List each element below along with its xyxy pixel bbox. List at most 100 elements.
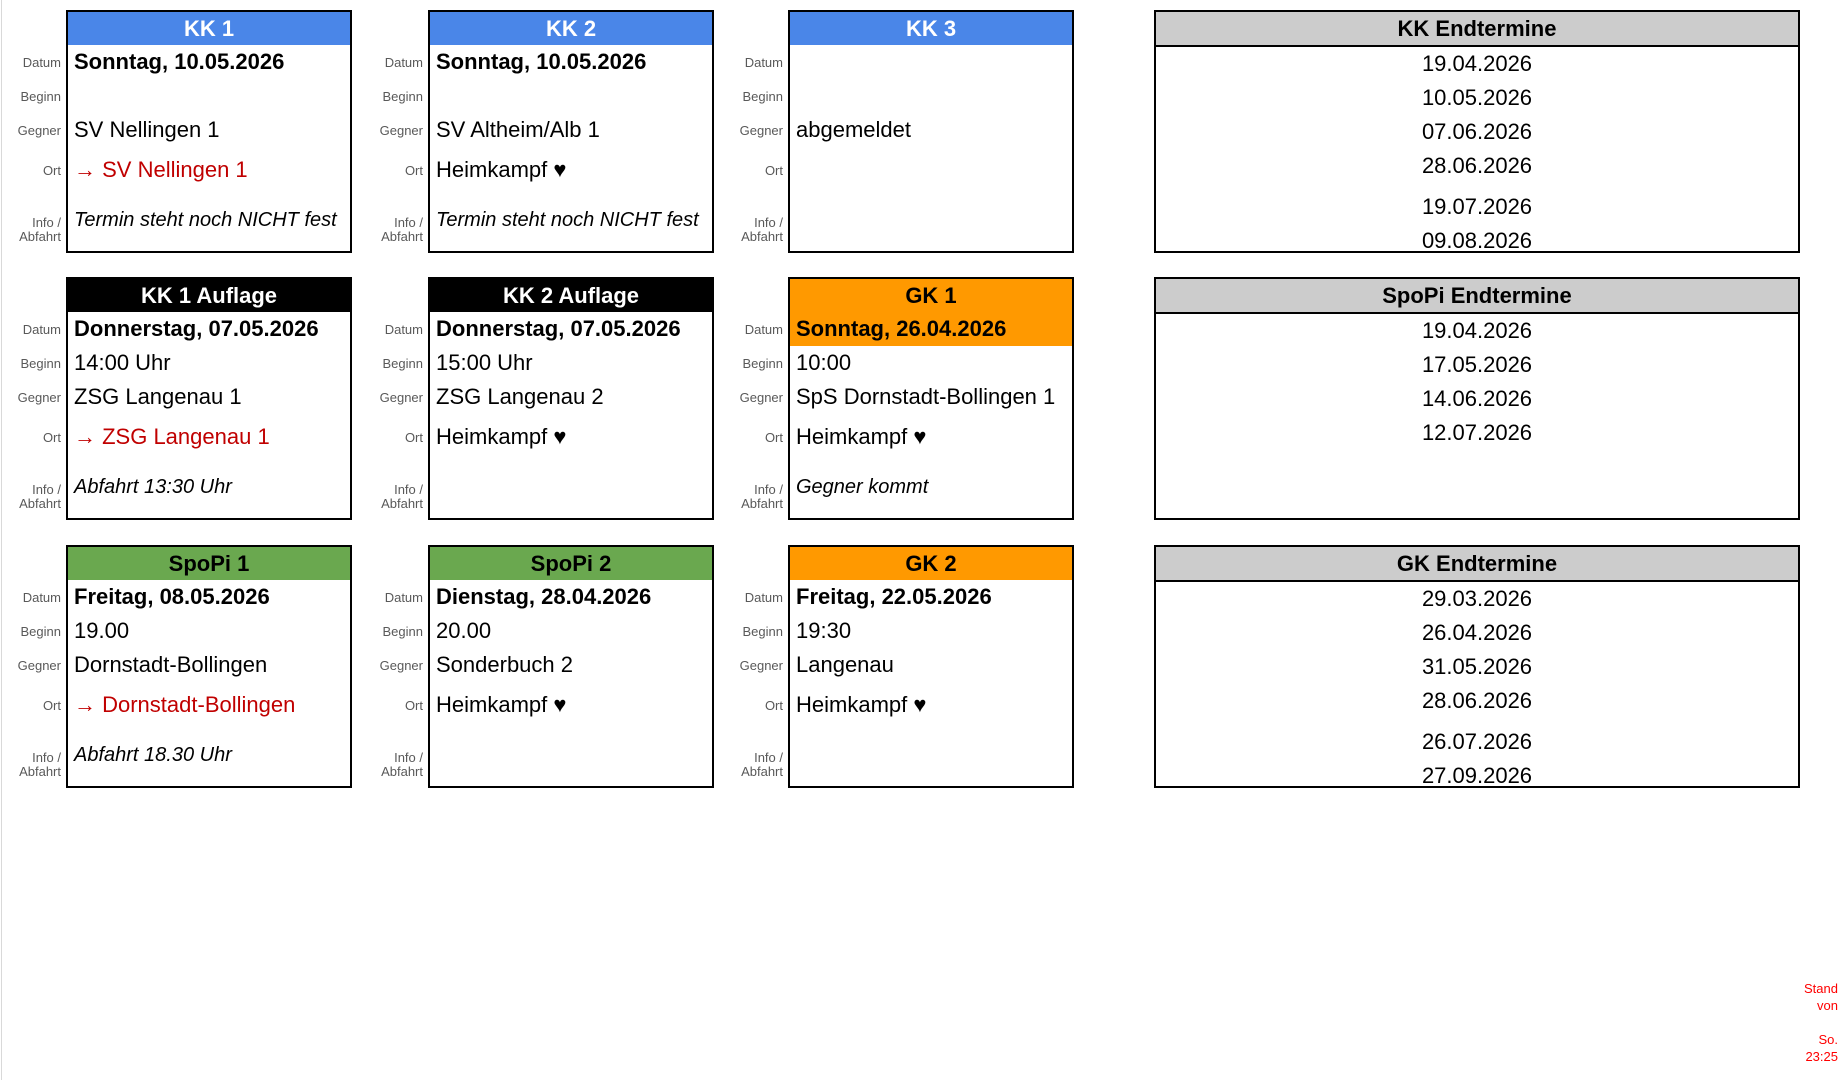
row-label-info-line1: Info /	[394, 215, 423, 230]
stand-note-line	[1768, 1014, 1838, 1031]
row-label-ort: Ort	[404, 162, 423, 178]
endtermine-date: 19.07.2026	[1421, 194, 1533, 219]
endtermine-title: SpoPi Endtermine	[1156, 279, 1798, 314]
info-abfahrt-value: Termin steht noch NICHT fest	[436, 209, 699, 231]
endtermine-date: 10.05.2026	[1421, 85, 1533, 110]
row-labels: Datum Beginn Gegner Ort Info / Abfahrt	[366, 277, 428, 520]
gegner-value: Sonderbuch 2	[436, 652, 573, 677]
row-label-info-line1: Info /	[32, 215, 61, 230]
row-label-info-line2: Abfahrt	[741, 229, 783, 244]
card-title: GK 1	[790, 279, 1072, 312]
endtermine-title: GK Endtermine	[1156, 547, 1798, 582]
row-label-gegner: Gegner	[739, 122, 783, 138]
card-title: SpoPi 1	[68, 547, 350, 580]
info-abfahrt-value: Abfahrt 18.30 Uhr	[74, 744, 232, 766]
card-unit-kk-2: Datum Beginn Gegner Ort Info / Abfahrt KK 2 Son…	[366, 10, 714, 253]
stand-note-line: von	[1817, 998, 1838, 1013]
datum-value	[790, 45, 1072, 79]
row-label-info-abfahrt: Info / Abfahrt	[726, 483, 788, 520]
row-label-datum: Datum	[22, 321, 61, 337]
info-abfahrt-value: Termin steht noch NICHT fest	[74, 209, 337, 231]
row-label-info-line1: Info /	[32, 750, 61, 765]
card-unit-gk-1: Datum Beginn Gegner Ort Info / Abfahrt GK 1 Son…	[726, 277, 1074, 520]
row-labels: Datum Beginn Gegner Ort Info / Abfahrt	[726, 10, 788, 253]
endtermine-table-kk-endtermine: KK Endtermine 19.04.2026 10.05.2026 07.06.2…	[1154, 10, 1800, 253]
endtermine-gap	[1156, 718, 1798, 725]
row-label-ort: Ort	[42, 429, 61, 445]
datum-value: Donnerstag, 07.05.2026	[436, 316, 681, 341]
row-label-datum: Datum	[384, 54, 423, 70]
ort-value: Heimkampf ♥	[436, 157, 567, 182]
endtermine-date: 26.07.2026	[1421, 729, 1533, 754]
info-abfahrt-value: Gegner kommt	[796, 476, 929, 498]
row-label-info-line1: Info /	[754, 482, 783, 497]
row-label-gegner: Gegner	[379, 389, 423, 405]
row-label-info-line2: Abfahrt	[381, 764, 423, 779]
gegner-value: ZSG Langenau 1	[74, 384, 242, 409]
info-abfahrt-value	[790, 193, 1072, 251]
info-abfahrt-value	[790, 728, 1072, 786]
card-kk-1: KK 1 Sonntag, 10.05.2026 SV Nellingen 1 → S…	[66, 10, 352, 253]
gegner-value: Langenau	[796, 652, 894, 677]
stand-note-line: Stand	[1804, 981, 1838, 996]
beginn-value: 15:00 Uhr	[436, 350, 533, 375]
card-unit-spopi-1: Datum Beginn Gegner Ort Info / Abfahrt SpoPi 1…	[4, 545, 352, 788]
card-title: KK 2 Auflage	[430, 279, 712, 312]
endtermine-date: 19.04.2026	[1421, 51, 1533, 76]
stand-note-line: So.	[1818, 1032, 1838, 1047]
beginn-value: 19:30	[796, 618, 852, 643]
row-label-datum: Datum	[744, 54, 783, 70]
card-title: KK 2	[430, 12, 712, 45]
row-label-info-line2: Abfahrt	[741, 496, 783, 511]
row-label-beginn: Beginn	[20, 623, 61, 639]
row-label-ort: Ort	[404, 429, 423, 445]
datum-value: Donnerstag, 07.05.2026	[74, 316, 319, 341]
ort-value	[790, 147, 1072, 193]
card-kk-3: KK 3 abgemeldet	[788, 10, 1074, 253]
row-label-info-abfahrt: Info / Abfahrt	[726, 751, 788, 788]
row-label-datum: Datum	[22, 589, 61, 605]
row-label-info-line2: Abfahrt	[19, 496, 61, 511]
endtermine-title: KK Endtermine	[1156, 12, 1798, 47]
endtermine-date: 27.09.2026	[1421, 763, 1533, 788]
ort-value: Heimkampf ♥	[796, 424, 927, 449]
row-label-info-line2: Abfahrt	[381, 229, 423, 244]
row-label-beginn: Beginn	[742, 623, 783, 639]
row-label-datum: Datum	[22, 54, 61, 70]
datum-value: Freitag, 08.05.2026	[74, 584, 270, 609]
row-label-gegner: Gegner	[17, 122, 61, 138]
ort-value: Heimkampf ♥	[796, 692, 927, 717]
card-title: KK 3	[790, 12, 1072, 45]
endtermine-date: 31.05.2026	[1421, 654, 1533, 679]
endtermine-date: 19.04.2026	[1421, 318, 1533, 343]
info-abfahrt-value	[430, 728, 712, 786]
ort-value: Heimkampf ♥	[436, 424, 567, 449]
beginn-value: 14:00 Uhr	[74, 350, 171, 375]
row-label-ort: Ort	[404, 697, 423, 713]
row-label-ort: Ort	[42, 162, 61, 178]
datum-value: Freitag, 22.05.2026	[796, 584, 992, 609]
row-label-gegner: Gegner	[739, 389, 783, 405]
beginn-value	[430, 79, 712, 113]
row-label-info-line2: Abfahrt	[19, 229, 61, 244]
row-labels: Datum Beginn Gegner Ort Info / Abfahrt	[366, 10, 428, 253]
row-label-datum: Datum	[384, 589, 423, 605]
row-label-info-abfahrt: Info / Abfahrt	[366, 216, 428, 253]
card-spopi-2: SpoPi 2 Dienstag, 28.04.2026 20.00 Sonderbu…	[428, 545, 714, 788]
row-labels: Datum Beginn Gegner Ort Info / Abfahrt	[366, 545, 428, 788]
card-unit-gk-2: Datum Beginn Gegner Ort Info / Abfahrt GK 2 Fre…	[726, 545, 1074, 788]
row-labels: Datum Beginn Gegner Ort Info / Abfahrt	[4, 277, 66, 520]
stand-note-line: 23:25	[1805, 1049, 1838, 1064]
beginn-value	[68, 79, 350, 113]
endtermine-date: 26.04.2026	[1421, 620, 1533, 645]
row-label-info-line1: Info /	[394, 750, 423, 765]
card-spopi-1: SpoPi 1 Freitag, 08.05.2026 19.00 Dornstadt…	[66, 545, 352, 788]
card-unit-kk-1: Datum Beginn Gegner Ort Info / Abfahrt KK 1 Son…	[4, 10, 352, 253]
row-label-gegner: Gegner	[379, 657, 423, 673]
card-kk-1-auflage: KK 1 Auflage Donnerstag, 07.05.2026 14:00 …	[66, 277, 352, 520]
ort-value: Heimkampf ♥	[436, 692, 567, 717]
card-unit-spopi-2: Datum Beginn Gegner Ort Info / Abfahrt SpoPi 2…	[366, 545, 714, 788]
row-label-beginn: Beginn	[382, 355, 423, 371]
endtermine-date: 17.05.2026	[1421, 352, 1533, 377]
